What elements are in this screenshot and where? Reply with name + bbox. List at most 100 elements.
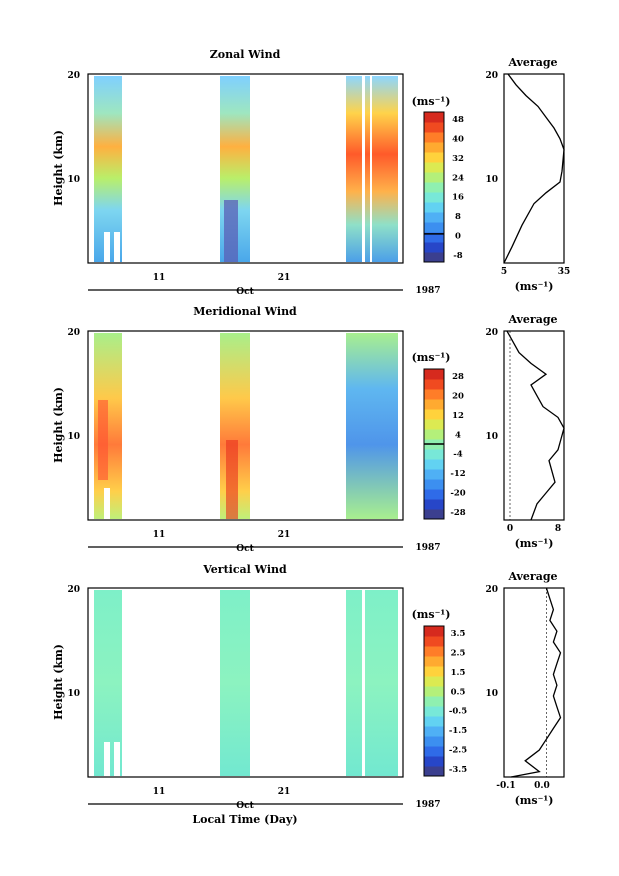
panel-vertical: Vertical Wind 20 10 Height (km) 11 21 Oc… (52, 563, 565, 826)
colorbar-unit: (ms⁻¹) (412, 351, 451, 364)
colorbar-swatch (424, 636, 444, 647)
colorbar-tick-label: 16 (452, 193, 464, 203)
average-unit: (ms⁻¹) (515, 280, 554, 293)
average-profile-line (506, 330, 565, 521)
y-axis-label: Height (km) (52, 130, 65, 206)
colorbar-swatch (424, 152, 444, 163)
year-label: 1987 (415, 286, 440, 296)
positive-region (98, 400, 108, 480)
colorbar-swatch (424, 459, 444, 470)
colorbar-tick-label: -20 (450, 489, 465, 499)
colorbar-swatch (424, 489, 444, 500)
average-title: Average (507, 313, 557, 326)
colorbar-tick-label: 0.5 (451, 687, 466, 697)
gap (362, 76, 365, 262)
month-label: Oct (236, 801, 254, 811)
colorbar-swatch (424, 222, 444, 233)
colorbar-swatch (424, 132, 444, 143)
y-tick-label: 20 (485, 585, 498, 595)
x-tick-label: 21 (278, 273, 291, 283)
colorbar-tick-label: -3.5 (449, 765, 467, 775)
average-title: Average (507, 56, 557, 69)
negative-region (224, 200, 238, 262)
colorbar-tick-label: 32 (452, 154, 464, 164)
y-tick-label: 20 (67, 585, 80, 595)
colorbar-swatch (424, 182, 444, 193)
colorbar-tick-label: -2.5 (449, 746, 467, 756)
colorbar-swatch (424, 212, 444, 223)
colorbar-swatch (424, 379, 444, 390)
average-unit: (ms⁻¹) (515, 537, 554, 550)
x-tick-label: 21 (278, 787, 291, 797)
colorbar-swatch (424, 252, 444, 263)
colorbar-tick-label: -12 (450, 469, 465, 479)
gap (370, 76, 372, 262)
colorbar-tick-label: -4 (453, 450, 463, 460)
data-column (220, 590, 250, 776)
colorbar-zonal: 48 40 32 24 16 8 0 -8 (423, 111, 464, 263)
plot-frame (87, 330, 404, 521)
colorbar-swatch (424, 172, 444, 183)
x-tick-label: 11 (153, 787, 166, 797)
y-tick-label: 20 (485, 328, 498, 338)
colorbar-tick-label: 24 (452, 173, 464, 183)
average-frame (503, 330, 565, 521)
x-tick-label: 35 (558, 267, 571, 277)
colorbar-swatch (424, 162, 444, 173)
colorbar-swatch (424, 112, 444, 123)
x-axis-label: Local Time (Day) (192, 813, 297, 826)
colorbar-swatch (424, 409, 444, 420)
y-tick-label: 10 (485, 689, 498, 699)
colorbar-tick-label: -28 (450, 508, 465, 518)
y-tick-label: 20 (67, 328, 80, 338)
x-tick-label: 0 (507, 524, 513, 534)
panel-title-vertical: Vertical Wind (202, 563, 287, 576)
colorbar-tick-label: 20 (452, 391, 464, 401)
colorbar-tick-label: 3.5 (451, 629, 466, 639)
gap (114, 232, 120, 262)
y-tick-label: 20 (485, 71, 498, 81)
colorbar-vertical: 3.5 2.5 1.5 0.5 -0.5 -1.5 -2.5 -3.5 (423, 625, 467, 777)
positive-region (226, 440, 238, 519)
colorbar-swatch (424, 686, 444, 697)
colorbar-frame (423, 111, 445, 263)
colorbar-tick-label: -1.5 (449, 726, 467, 736)
x-tick-label: 11 (153, 530, 166, 540)
gap (114, 742, 120, 776)
average-profile-line (510, 587, 562, 778)
colorbar-swatch (424, 232, 444, 243)
colorbar-tick-label: 0 (455, 232, 461, 242)
y-axis-label: Height (km) (52, 387, 65, 463)
y-tick-label: 10 (67, 689, 80, 699)
y-tick-label: 10 (485, 175, 498, 185)
colorbar-swatch (424, 499, 444, 510)
month-label: Oct (236, 544, 254, 554)
year-label: 1987 (415, 800, 440, 810)
average-unit: (ms⁻¹) (515, 794, 554, 807)
colorbar-tick-label: -8 (453, 251, 463, 261)
colorbar-tick-label: 48 (452, 115, 464, 125)
colorbar-unit: (ms⁻¹) (412, 608, 451, 621)
colorbar-unit: (ms⁻¹) (412, 95, 451, 108)
colorbar-swatch (424, 469, 444, 480)
colorbar-swatch (424, 716, 444, 727)
colorbar-swatch (424, 696, 444, 707)
average-frame (503, 587, 565, 778)
x-tick-label: 11 (153, 273, 166, 283)
gap (104, 742, 110, 776)
y-tick-label: 10 (67, 432, 80, 442)
y-tick-label: 20 (67, 71, 80, 81)
y-tick-label: 10 (67, 175, 80, 185)
panel-zonal: Zonal Wind 20 10 Height (km) 11 21 Oct 1… (52, 48, 570, 297)
colorbar-swatch (424, 666, 444, 677)
colorbar-swatch (424, 676, 444, 687)
colorbar-tick-label: 12 (452, 411, 464, 421)
plot-frame (87, 587, 404, 778)
panel-meridional: Meridional Wind 20 10 Height (km) 11 21 … (52, 305, 565, 554)
x-tick-label: 0.0 (534, 781, 550, 791)
average-title: Average (507, 570, 557, 583)
colorbar-tick-label: 40 (452, 134, 464, 144)
colorbar-swatch (424, 626, 444, 637)
colorbar-swatch (424, 192, 444, 203)
